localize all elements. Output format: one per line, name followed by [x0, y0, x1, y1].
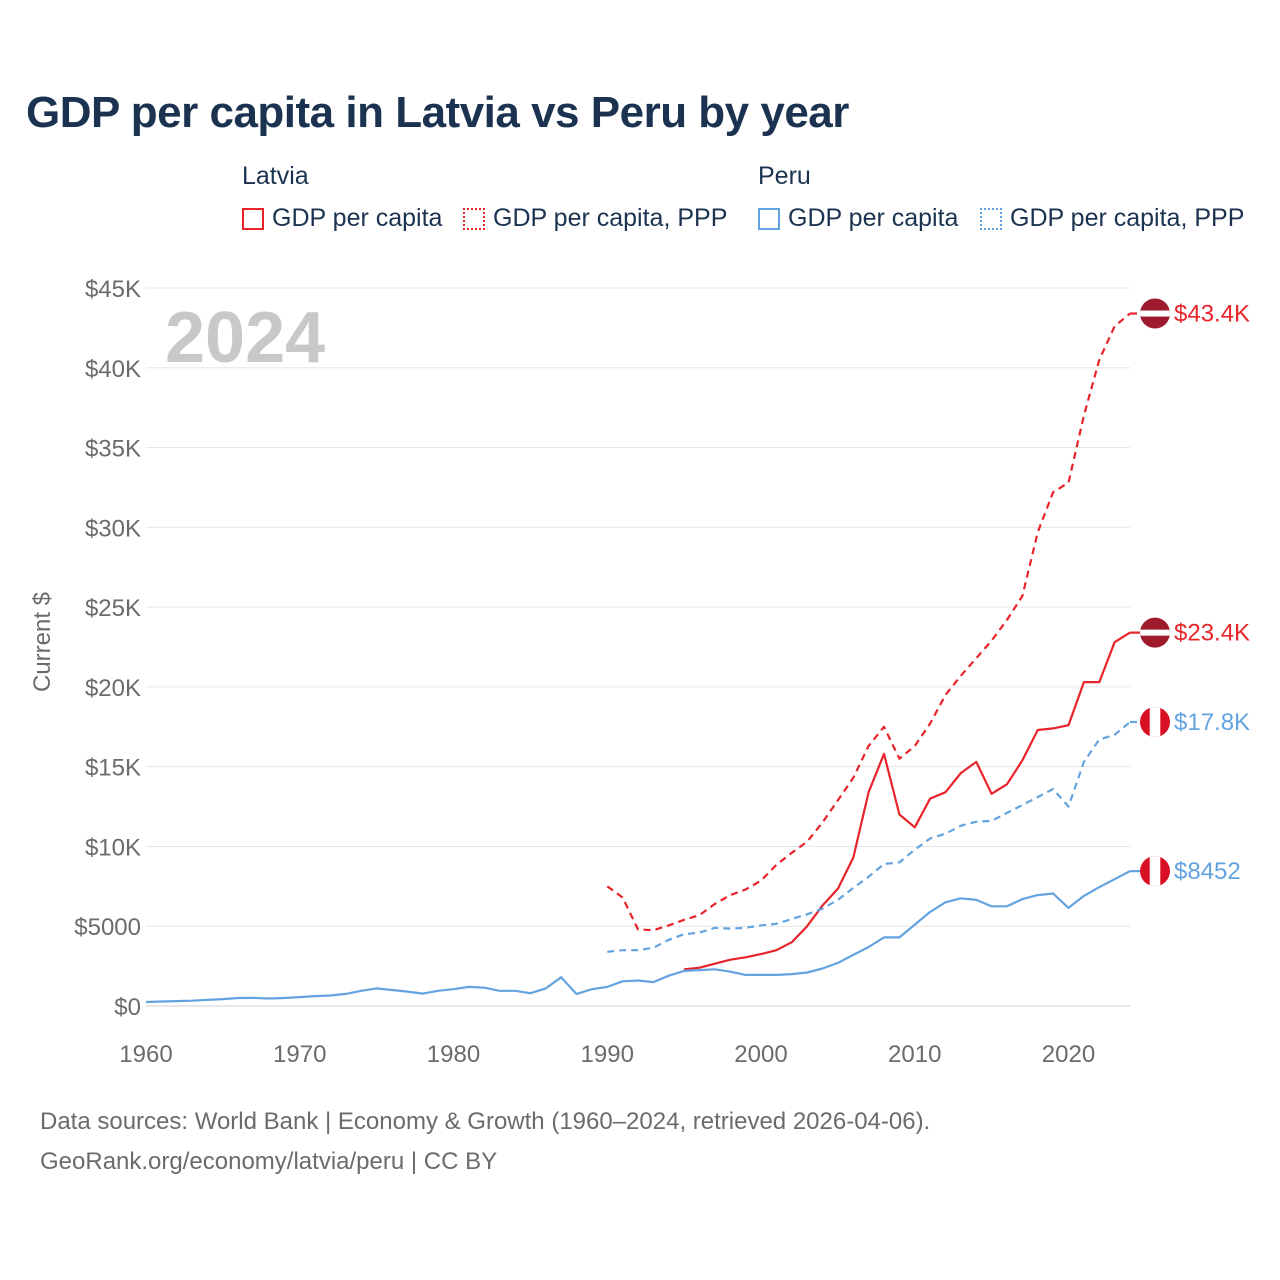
end-value-label: $43.4K — [1174, 301, 1250, 328]
legend-item-peru-gdp[interactable]: GDP per capita — [758, 204, 958, 233]
footer-credit: GeoRank.org/economy/latvia/peru | CC BY — [40, 1148, 498, 1175]
legend-label: GDP per capita, PPP — [1010, 204, 1245, 232]
series-lines — [145, 312, 1131, 1004]
legend-swatch-dotted-blue — [980, 207, 1002, 230]
end-value-label: $23.4K — [1174, 620, 1250, 647]
y-tick-label: $45K — [85, 276, 141, 303]
end-value-label: $8452 — [1174, 858, 1241, 885]
y-tick-label: $20K — [85, 675, 141, 702]
y-axis-ticks: $0 $5000 $10K $15K $20K $25K $30K $35K $40K $45K — [74, 276, 141, 1021]
x-tick-label: 1960 — [119, 1041, 172, 1068]
chart-title: GDP per capita in Latvia vs Peru by year — [26, 88, 849, 137]
y-tick-label: $35K — [85, 436, 141, 463]
y-tick-label: $10K — [85, 834, 141, 861]
footer-sources: Data sources: World Bank | Economy & Gro… — [40, 1108, 931, 1135]
x-tick-label: 1990 — [581, 1041, 634, 1068]
series-line-3 — [607, 721, 1131, 953]
legend-group-latvia: Latvia — [242, 162, 309, 190]
line-chart: $0$5000$10K$15K$20K$25K$30K$35K$40K$45K … — [29, 276, 1250, 1068]
series-line-2 — [145, 870, 1131, 1004]
gridlines — [146, 287, 1130, 1007]
end-labels: $23.4K $43.4K $8452 $17.8K — [1130, 298, 1250, 887]
x-tick-label: 1970 — [273, 1041, 326, 1068]
end-value-label: $17.8K — [1174, 709, 1250, 736]
legend-label: GDP per capita — [272, 204, 443, 232]
legend-group-peru: Peru — [758, 162, 811, 190]
legend-item-latvia-gdp[interactable]: GDP per capita — [242, 204, 442, 233]
latvia-flag-icon — [1140, 298, 1170, 329]
legend-label: GDP per capita, PPP — [493, 204, 728, 232]
year-watermark: 2024 — [165, 298, 325, 378]
legend-item-peru-ppp[interactable]: GDP per capita, PPP — [980, 204, 1244, 233]
series-line-0 — [683, 631, 1131, 971]
legend-swatch-dotted-red — [463, 207, 485, 230]
y-axis-label: Current $ — [29, 592, 56, 692]
peru-flag-icon — [1140, 856, 1170, 887]
legend-swatch-solid-red — [242, 207, 264, 230]
y-tick-label: $5000 — [74, 914, 141, 941]
x-tick-label: 2020 — [1042, 1041, 1095, 1068]
x-tick-label: 2000 — [734, 1041, 787, 1068]
latvia-flag-icon — [1140, 617, 1170, 648]
y-tick-label: $15K — [85, 755, 141, 782]
y-tick-label: $40K — [85, 356, 141, 383]
peru-flag-icon — [1140, 706, 1170, 737]
x-tick-label: 1980 — [427, 1041, 480, 1068]
legend-swatch-solid-blue — [758, 207, 780, 230]
y-tick-label: $25K — [85, 595, 141, 622]
series-line-1 — [606, 312, 1131, 932]
x-axis-ticks: 1960 1970 1980 1990 2000 2010 2020 — [119, 1041, 1095, 1068]
x-tick-label: 2010 — [888, 1041, 941, 1068]
legend-label: GDP per capita — [788, 204, 959, 232]
y-tick-label: $30K — [85, 515, 141, 542]
y-tick-label: $0 — [114, 994, 141, 1021]
legend-item-latvia-ppp[interactable]: GDP per capita, PPP — [463, 204, 727, 233]
